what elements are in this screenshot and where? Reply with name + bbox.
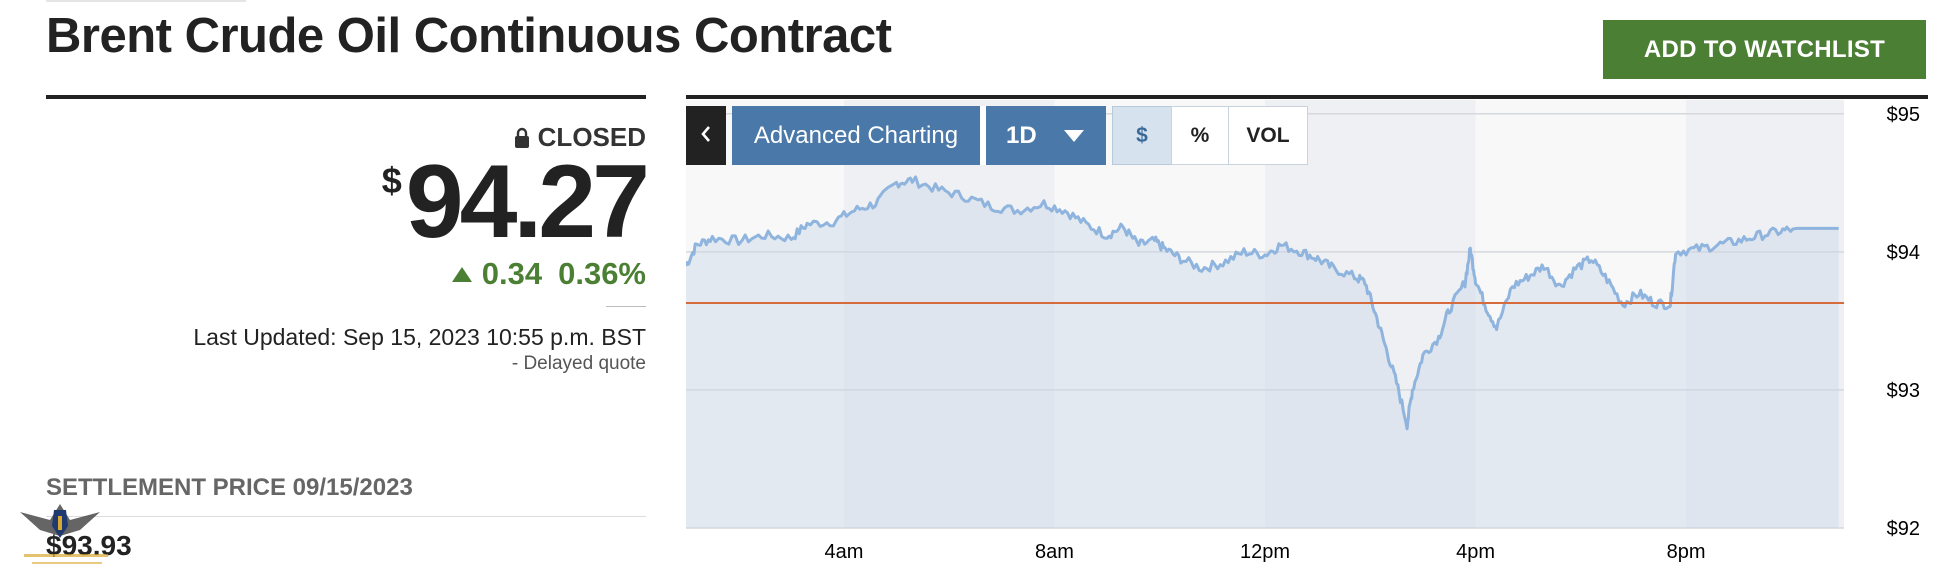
y-tick-label: $92 [1887, 518, 1920, 540]
price-area [686, 176, 1839, 528]
settlement-divider [46, 516, 646, 517]
caret-down-icon [1064, 129, 1084, 142]
change-value: 0.34 [481, 256, 543, 291]
collapse-chart-button[interactable] [686, 106, 726, 165]
range-dropdown[interactable]: 1D [980, 106, 1106, 165]
y-tick-label: $95 [1887, 104, 1920, 126]
add-to-watchlist-button[interactable]: ADD TO WATCHLIST [1603, 20, 1926, 79]
up-arrow-icon [451, 266, 472, 282]
market-status-label: CLOSED [537, 122, 646, 152]
session-bands [686, 100, 1844, 528]
chevron-left-icon [700, 124, 712, 147]
lock-icon [514, 127, 530, 149]
usd-toggle[interactable]: $ [1112, 106, 1172, 165]
x-tick-label: 4pm [1456, 541, 1495, 563]
last-updated: Last Updated: Sep 15, 2023 10:55 p.m. BS… [193, 324, 646, 350]
x-tick-label: 4am [824, 541, 863, 563]
market-status: CLOSED [514, 122, 646, 153]
percent-toggle[interactable]: % [1171, 106, 1229, 165]
x-tick-label: 8am [1035, 541, 1074, 563]
settlement-label: SETTLEMENT PRICE 09/15/2023 [46, 474, 413, 501]
range-label: 1D [1006, 121, 1037, 149]
price-line [686, 175, 1839, 431]
currency-symbol: $ [381, 160, 402, 201]
session-band [1475, 100, 1687, 528]
y-tick-label: $93 [1887, 380, 1920, 402]
quote-divider [46, 95, 646, 99]
advanced-charting-button[interactable]: Advanced Charting [732, 106, 980, 165]
price-display: $ 94.27 [381, 144, 650, 260]
y-tick-label: $94 [1887, 242, 1920, 264]
session-band [1054, 100, 1265, 528]
x-tick-label: 12pm [1240, 541, 1290, 563]
delayed-note: - Delayed quote [511, 353, 646, 374]
watermark-logo-icon [14, 496, 118, 572]
change-divider [606, 306, 646, 307]
chart-divider [686, 95, 1928, 99]
volume-toggle[interactable]: VOL [1228, 106, 1308, 165]
price-change: 0.34 0.36% [451, 256, 646, 292]
last-price: 94.27 [405, 144, 650, 260]
x-tick-label: 8pm [1667, 541, 1706, 563]
price-chart[interactable]: $95 $94 $93 $92 4am 8am 12pm 4pm 8pm [686, 100, 1946, 572]
session-band [686, 100, 844, 528]
page-title: Brent Crude Oil Continuous Contract [46, 9, 892, 63]
change-percent: 0.36% [558, 256, 646, 291]
top-hairline [46, 0, 246, 2]
